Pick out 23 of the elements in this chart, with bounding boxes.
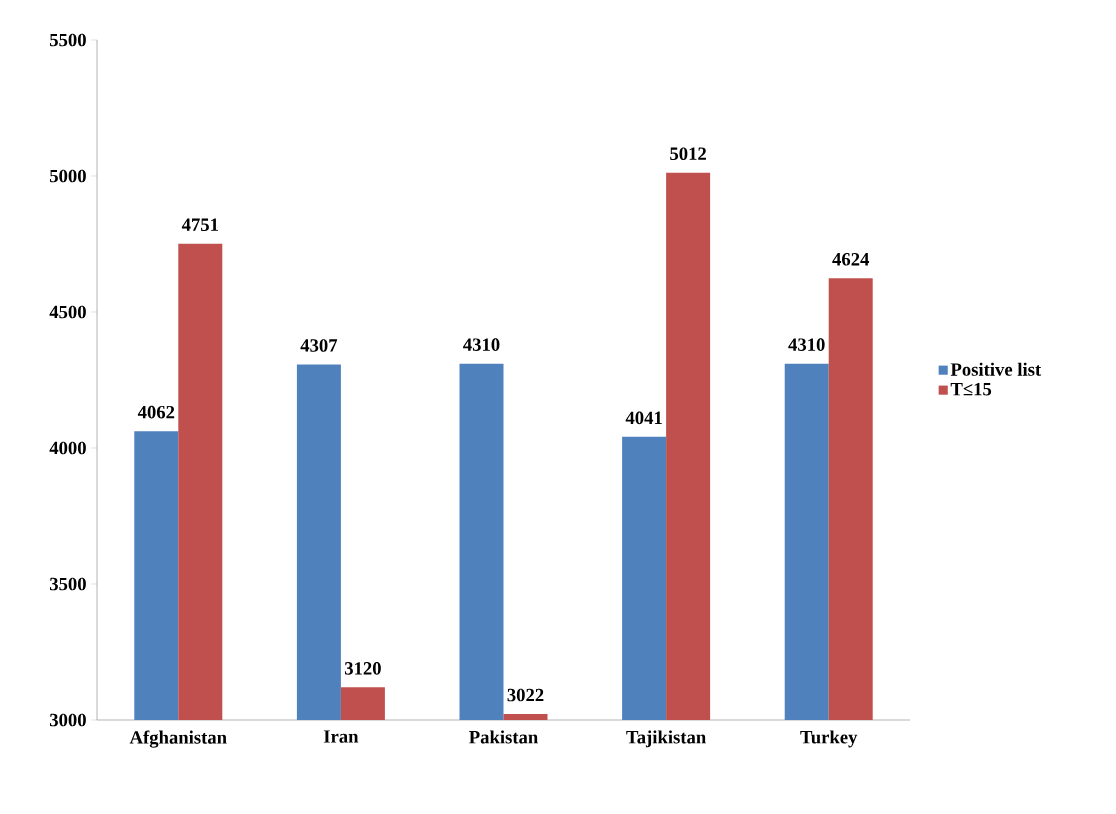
data-label: 4624 (832, 253, 870, 266)
data-label: 3120 (344, 662, 381, 675)
y-tick-label: 5500 (50, 33, 86, 47)
x-tick-label: Turkey (800, 730, 858, 748)
y-tick-label: 5000 (50, 169, 86, 183)
data-label: 3022 (507, 688, 544, 702)
y-tick-label: 4500 (49, 305, 86, 319)
data-label: 4310 (463, 338, 500, 351)
data-label: 4751 (181, 218, 218, 232)
legend-label: Positive list (950, 362, 1042, 376)
x-tick-label: Iran (323, 730, 359, 743)
legend-label: T≤15 (950, 382, 992, 396)
data-label: 4310 (788, 338, 825, 351)
y-tick-label: 4000 (49, 441, 86, 455)
data-label: 4062 (137, 405, 175, 419)
x-tick-label: Afghanistan (129, 730, 227, 748)
x-tick-label: Pakistan (469, 730, 538, 744)
data-label: 5012 (670, 147, 706, 161)
y-tick-label: 3000 (49, 713, 86, 727)
y-tick-label: 3500 (49, 577, 86, 591)
data-label: 4041 (625, 411, 662, 425)
data-label: 4307 (300, 339, 338, 352)
x-tick-label: Tajikistan (626, 730, 706, 748)
